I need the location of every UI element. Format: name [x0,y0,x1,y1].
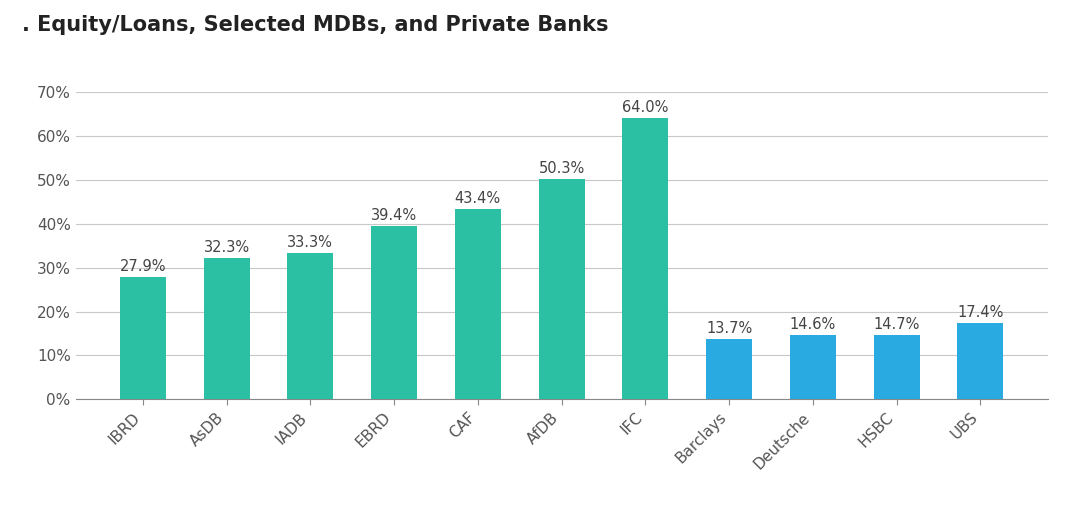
Text: . Equity/Loans, Selected MDBs, and Private Banks: . Equity/Loans, Selected MDBs, and Priva… [22,15,608,35]
Text: 14.7%: 14.7% [874,317,920,332]
Bar [539,179,584,399]
Bar [372,226,417,399]
Bar [287,253,334,399]
Bar [622,118,669,399]
Text: 50.3%: 50.3% [539,161,584,176]
Text: 64.0%: 64.0% [622,100,669,115]
Bar [203,258,249,399]
Bar [874,335,920,399]
Text: 43.4%: 43.4% [455,191,501,206]
Bar [120,277,166,399]
Text: 13.7%: 13.7% [706,321,753,336]
Bar [957,323,1003,399]
Bar [789,335,836,399]
Text: 27.9%: 27.9% [120,259,166,274]
Bar [706,339,752,399]
Text: 33.3%: 33.3% [287,235,334,250]
Text: 32.3%: 32.3% [203,240,249,254]
Text: 17.4%: 17.4% [957,305,1003,320]
Text: 39.4%: 39.4% [372,208,417,223]
Text: 14.6%: 14.6% [789,317,836,332]
Bar [455,209,501,399]
